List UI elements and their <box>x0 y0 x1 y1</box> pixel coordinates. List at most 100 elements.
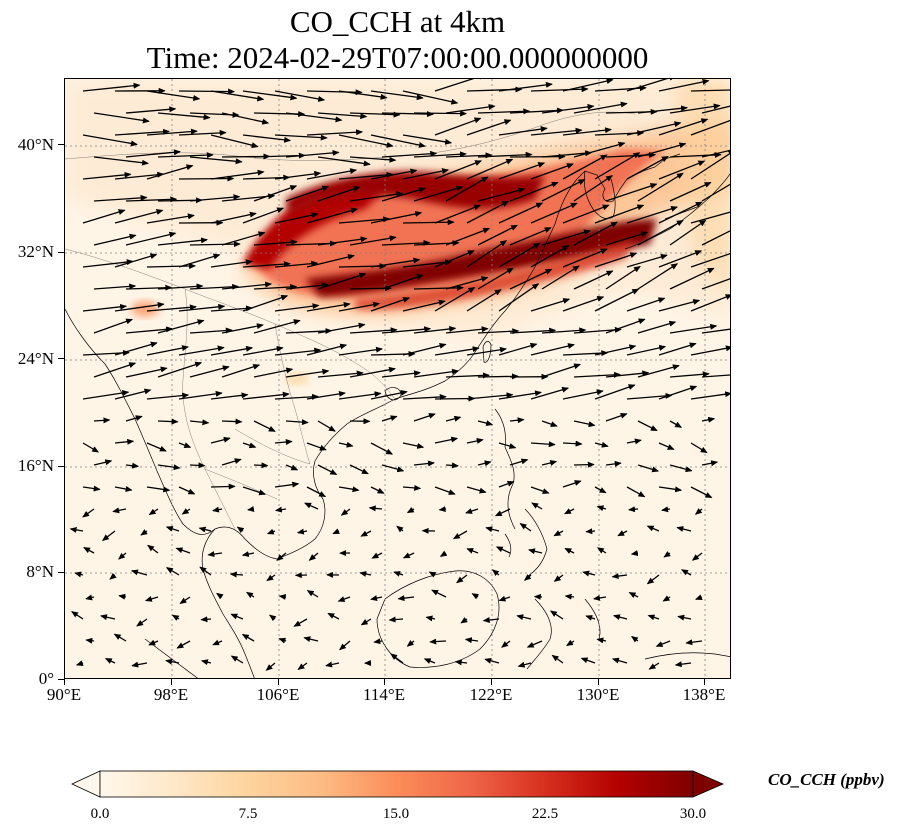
wind-vector-arrow <box>381 326 432 334</box>
lon-tickmark <box>491 679 492 685</box>
wind-vector-arrow <box>285 464 299 471</box>
wind-vector-arrow <box>157 152 214 159</box>
wind-vector-arrow <box>413 110 468 117</box>
wind-vector-arrow <box>118 552 127 560</box>
wind-vector-arrow <box>466 437 484 444</box>
wind-vector-arrow <box>491 569 500 577</box>
wind-vector-arrow <box>637 320 677 334</box>
wind-vector-arrow <box>701 230 730 246</box>
wind-vector-arrow <box>498 162 546 180</box>
wind-vector-arrow <box>582 570 596 577</box>
wind-vector-arrow <box>402 90 459 105</box>
wind-vector-arrow <box>242 442 257 449</box>
wind-vector-arrow <box>541 229 591 246</box>
wind-vector-arrow <box>690 442 708 454</box>
wind-vector-arrow <box>661 506 671 513</box>
wind-vector-arrow <box>701 149 730 158</box>
wind-vector-arrow <box>477 224 518 246</box>
wind-vector-arrow <box>210 392 249 400</box>
wind-vector-arrow <box>266 574 276 582</box>
lat-tickmark <box>58 252 64 253</box>
wind-vector-arrow <box>562 79 614 92</box>
wind-vector-arrow <box>125 366 168 378</box>
wind-vector-arrow <box>658 385 698 400</box>
wind-vector-arrow <box>114 128 170 136</box>
wind-vector-arrow <box>178 442 192 448</box>
wind-vector-arrow <box>658 201 703 224</box>
wind-vector-arrow <box>406 640 415 647</box>
wind-vector-arrow <box>216 592 224 600</box>
wind-vector-arrow <box>338 171 394 180</box>
wind-vector-arrow <box>647 614 660 621</box>
wind-vector-arrow <box>253 319 301 334</box>
wind-vector-arrow <box>541 265 580 290</box>
wind-vector-arrow <box>297 662 308 670</box>
wind-vector-arrow <box>381 370 421 378</box>
lon-tick-label: 122°E <box>469 685 513 704</box>
wind-vector-arrow <box>114 171 165 180</box>
wind-vector-arrow <box>658 486 683 493</box>
wind-vector-arrow <box>605 265 641 290</box>
wind-vectors <box>69 79 730 671</box>
lat-tickmark <box>58 358 64 359</box>
wind-vector-arrow <box>93 194 148 202</box>
wind-vector-arrow <box>189 462 206 469</box>
wind-vector-arrow <box>221 281 273 290</box>
wind-vector-arrow <box>140 529 148 536</box>
wind-vector-arrow <box>690 250 730 268</box>
wind-vector-arrow <box>564 547 575 554</box>
wind-vector-arrow <box>146 392 190 400</box>
wind-vector-arrow <box>413 368 459 378</box>
wind-vector-arrow <box>125 415 143 422</box>
wind-vector-arrow <box>573 175 614 202</box>
wind-vector-arrow <box>210 134 259 149</box>
wind-vector-arrow <box>477 460 492 467</box>
wind-vector-arrow <box>241 551 255 557</box>
wind-vector-arrow <box>434 79 487 92</box>
wind-vector-arrow <box>669 464 693 473</box>
wind-vector-arrow <box>541 103 595 114</box>
wind-vector-arrow <box>701 416 716 423</box>
coastlines <box>65 153 730 678</box>
lon-tickmark <box>384 679 385 685</box>
wind-vector-arrow <box>349 464 369 475</box>
wind-vector-arrow <box>611 657 628 664</box>
wind-vector-arrow <box>413 284 464 291</box>
wind-vector-arrow <box>413 325 457 334</box>
wind-vector-arrow <box>611 573 628 580</box>
lon-tickmark <box>598 679 599 685</box>
wind-vector-arrow <box>605 183 658 202</box>
wind-vector-arrow <box>176 640 191 649</box>
wind-vector-arrow <box>274 90 326 102</box>
wind-vector-arrow <box>157 464 181 471</box>
wind-vector-arrow <box>178 345 225 356</box>
wind-vector-arrow <box>509 417 525 424</box>
wind-vector-arrow <box>125 231 177 246</box>
wind-vector-arrow <box>425 615 436 622</box>
wind-vector-arrow <box>484 657 500 664</box>
wind-vector-arrow <box>646 525 660 532</box>
wind-vector-arrow <box>338 301 381 312</box>
wind-vector-arrow <box>274 506 287 513</box>
wind-vector-arrow <box>381 274 424 290</box>
wind-vector-arrow <box>434 250 475 268</box>
wind-vector-arrow <box>509 327 557 334</box>
wind-vector-arrow <box>349 191 404 202</box>
wind-vector-arrow <box>393 571 404 577</box>
wind-vector-arrow <box>612 614 628 621</box>
wind-vector-arrow <box>114 341 158 356</box>
wind-vector-arrow <box>466 240 508 268</box>
wind-vector-arrow <box>466 392 514 400</box>
wind-vector-arrow <box>253 462 269 469</box>
wind-vector-arrow <box>585 615 596 621</box>
wind-vector-arrow <box>691 552 703 561</box>
wind-vector-arrow <box>413 413 436 422</box>
wind-vector-arrow <box>221 323 264 334</box>
wind-vector-arrow <box>308 552 319 561</box>
wind-vector-arrow <box>562 248 608 268</box>
wind-vector-arrow <box>669 181 712 202</box>
wind-vector-arrow <box>498 480 515 488</box>
wind-vector-arrow <box>306 168 358 180</box>
wind-vector-arrow <box>306 129 364 136</box>
wind-vector-arrow <box>402 299 446 312</box>
